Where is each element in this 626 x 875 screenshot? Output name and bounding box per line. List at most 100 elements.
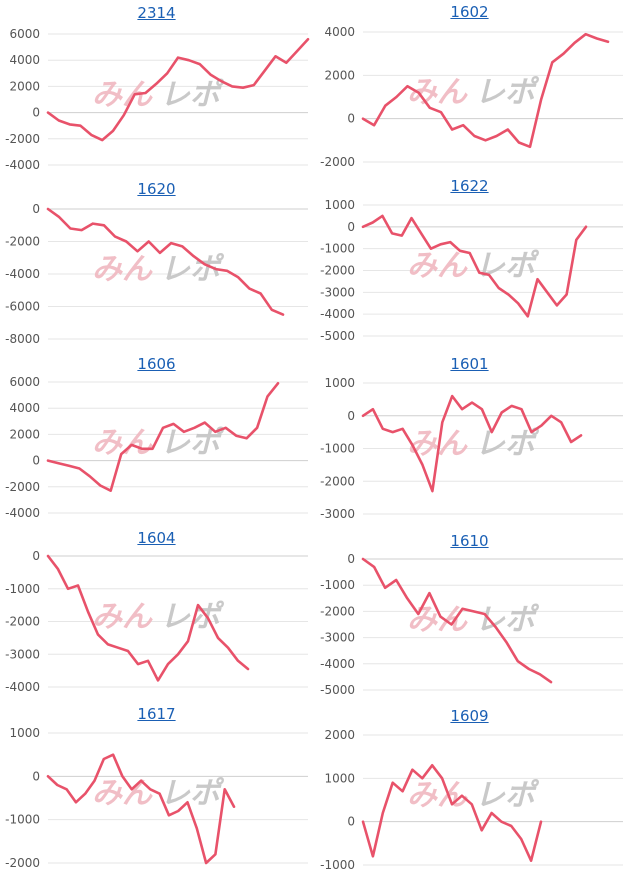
y-tick-label: 0 bbox=[347, 815, 355, 829]
chart-svg: 1000 0 -1000 -2000 みん レポ bbox=[5, 726, 308, 870]
y-tick-label: 0 bbox=[32, 769, 40, 783]
watermark-text-b: レポ bbox=[160, 776, 225, 811]
series-line bbox=[46, 207, 285, 316]
y-tick-label: -1000 bbox=[320, 242, 355, 256]
watermark-text-a: みん bbox=[407, 778, 468, 813]
series-line bbox=[46, 753, 236, 865]
chart-title-link[interactable]: 1617 bbox=[137, 705, 176, 723]
watermark-text-b: レポ bbox=[475, 75, 540, 110]
y-tick-label: -4000 bbox=[5, 158, 40, 172]
y-tick-label: -3000 bbox=[320, 507, 355, 521]
y-tick-label: -3000 bbox=[5, 647, 40, 661]
y-tick-label: -2000 bbox=[5, 856, 40, 870]
y-tick-label: -1000 bbox=[320, 858, 355, 872]
chart-svg: 0 -1000 -2000 -3000 -4000 -5000 みん レポ bbox=[320, 552, 623, 697]
chart-panel-2314: 2314 6000 4000 2000 0 -2000 -4000 みん レポ bbox=[0, 0, 313, 175]
chart-title-link[interactable]: 1620 bbox=[137, 180, 176, 198]
y-tick-label: -2000 bbox=[5, 235, 40, 249]
chart-panel-1606: 1606 6000 4000 2000 0 -2000 -4000 みん レポ bbox=[0, 350, 313, 525]
watermark-logo: みん レポ bbox=[407, 249, 540, 284]
chart-panel-1609: 1609 2000 1000 0 -1000 みん レポ bbox=[313, 700, 626, 875]
watermark-text-a: みん bbox=[92, 78, 153, 113]
y-tick-label: 4000 bbox=[9, 401, 40, 415]
chart-svg: 2000 1000 0 -1000 みん レポ bbox=[320, 728, 623, 872]
y-tick-label: 4000 bbox=[324, 25, 355, 39]
y-tick-label: 2000 bbox=[9, 427, 40, 441]
y-tick-label: 2000 bbox=[9, 79, 40, 93]
y-tick-label: -4000 bbox=[5, 680, 40, 694]
chart-panel-1622: 1622 1000 0 -1000 -2000 -3000 -4000 -5000 みん レポ bbox=[313, 175, 626, 350]
y-tick-label: -2000 bbox=[5, 480, 40, 494]
y-tick-label: -5000 bbox=[320, 683, 355, 697]
chart-title-link[interactable]: 1601 bbox=[450, 355, 489, 373]
chart-panel-1617: 1617 1000 0 -1000 -2000 みん レポ bbox=[0, 700, 313, 875]
chart-title-link[interactable]: 1622 bbox=[450, 177, 489, 195]
chart-panel-1620: 1620 0 -2000 -4000 -6000 -8000 みん レポ bbox=[0, 175, 313, 350]
chart-panel-1601: 1601 1000 0 -1000 -2000 -3000 みん レポ bbox=[313, 350, 626, 525]
y-tick-label: -1000 bbox=[5, 813, 40, 827]
y-tick-label: -2000 bbox=[320, 604, 355, 618]
y-tick-label: -2000 bbox=[320, 155, 355, 169]
watermark-text-a: みん bbox=[92, 252, 153, 287]
chart-title-link[interactable]: 2314 bbox=[137, 4, 176, 22]
y-tick-label: 0 bbox=[347, 552, 355, 566]
y-tick-label: -1000 bbox=[5, 582, 40, 596]
y-tick-label: -5000 bbox=[320, 329, 355, 343]
watermark-logo: みん レポ bbox=[407, 427, 540, 462]
watermark-text-a: みん bbox=[407, 249, 468, 284]
chart-title-link[interactable]: 1606 bbox=[137, 355, 176, 373]
chart-svg: 6000 4000 2000 0 -2000 -4000 みん レポ bbox=[5, 375, 308, 520]
y-tick-label: 0 bbox=[347, 220, 355, 234]
chart-title-link[interactable]: 1609 bbox=[450, 707, 489, 725]
y-tick-label: 0 bbox=[347, 112, 355, 126]
watermark-logo: みん レポ bbox=[92, 252, 225, 287]
y-tick-label: -8000 bbox=[5, 332, 40, 346]
y-tick-label: -3000 bbox=[320, 285, 355, 299]
y-tick-label: 0 bbox=[32, 454, 40, 468]
series-line bbox=[361, 32, 610, 149]
y-tick-label: -4000 bbox=[320, 307, 355, 321]
y-tick-label: -4000 bbox=[5, 267, 40, 281]
series-line bbox=[361, 214, 588, 318]
series-line bbox=[46, 37, 310, 142]
y-tick-label: -3000 bbox=[320, 631, 355, 645]
y-tick-label: 0 bbox=[32, 549, 40, 563]
y-tick-label: 6000 bbox=[9, 27, 40, 41]
y-tick-label: -2000 bbox=[320, 474, 355, 488]
y-tick-label: -2000 bbox=[320, 264, 355, 278]
watermark-text-b: レポ bbox=[475, 427, 540, 462]
y-tick-label: 1000 bbox=[324, 198, 355, 212]
y-tick-label: 0 bbox=[32, 106, 40, 120]
watermark-text-b: レポ bbox=[475, 249, 540, 284]
y-tick-label: 0 bbox=[32, 202, 40, 216]
watermark-text-b: レポ bbox=[475, 603, 540, 638]
y-tick-label: -2000 bbox=[5, 132, 40, 146]
chart-svg: 0 -1000 -2000 -3000 -4000 みん レポ bbox=[5, 549, 308, 694]
chart-svg: 4000 2000 0 -2000 みん レポ bbox=[320, 25, 623, 169]
watermark-text-b: レポ bbox=[160, 78, 225, 113]
chart-title-link[interactable]: 1610 bbox=[450, 532, 489, 550]
y-tick-label: 0 bbox=[347, 409, 355, 423]
series-line bbox=[361, 764, 543, 862]
y-tick-label: 1000 bbox=[324, 771, 355, 785]
chart-svg: 1000 0 -1000 -2000 -3000 みん レポ bbox=[320, 376, 623, 521]
watermark-text-a: みん bbox=[92, 776, 153, 811]
watermark-logo: みん レポ bbox=[407, 603, 540, 638]
series-line bbox=[361, 557, 553, 684]
chart-title-link[interactable]: 1602 bbox=[450, 3, 489, 21]
y-tick-label: 2000 bbox=[324, 728, 355, 742]
watermark-text-a: みん bbox=[92, 600, 153, 635]
chart-svg: 6000 4000 2000 0 -2000 -4000 みん レポ bbox=[5, 27, 310, 172]
y-tick-label: -2000 bbox=[5, 615, 40, 629]
series-line bbox=[46, 381, 280, 492]
chart-svg: 0 -2000 -4000 -6000 -8000 みん レポ bbox=[5, 202, 308, 346]
chart-title-link[interactable]: 1604 bbox=[137, 529, 176, 547]
y-tick-label: 6000 bbox=[9, 375, 40, 389]
y-tick-label: -1000 bbox=[320, 578, 355, 592]
watermark-text-a: みん bbox=[92, 426, 153, 461]
y-tick-label: -4000 bbox=[320, 657, 355, 671]
watermark-logo: みん レポ bbox=[407, 778, 540, 813]
y-tick-label: -6000 bbox=[5, 300, 40, 314]
series-line bbox=[361, 394, 583, 493]
y-tick-label: 1000 bbox=[324, 376, 355, 390]
